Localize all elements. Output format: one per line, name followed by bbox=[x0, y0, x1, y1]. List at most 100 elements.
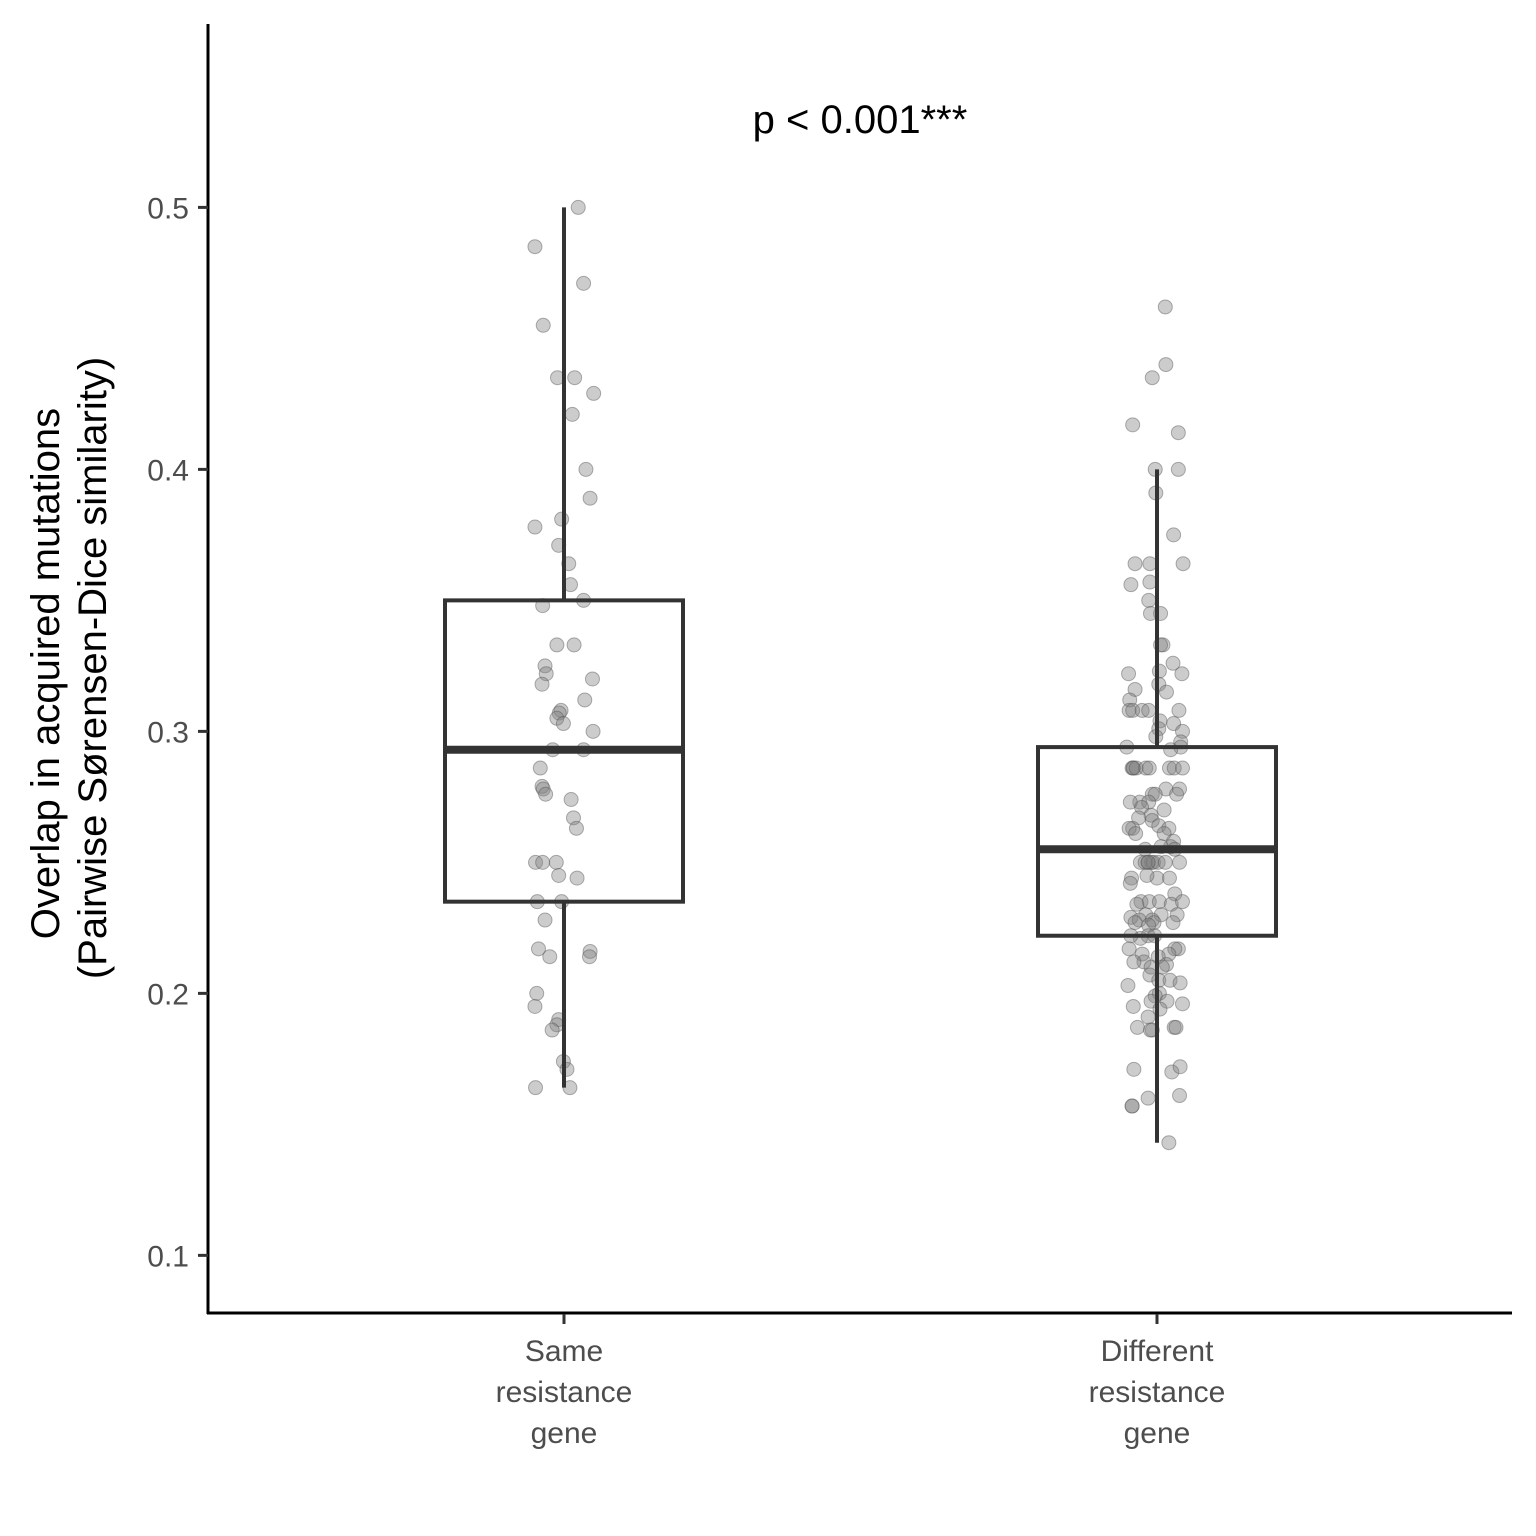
data-point bbox=[1158, 684, 1174, 700]
data-point bbox=[1126, 954, 1142, 970]
x-axis-ticks: Same resistance gene Different resistance gen… bbox=[496, 1314, 1226, 1450]
data-point bbox=[1156, 802, 1172, 818]
data-point bbox=[537, 658, 553, 674]
data-point bbox=[1128, 760, 1144, 776]
data-point bbox=[1161, 760, 1177, 776]
data-point bbox=[1121, 820, 1137, 836]
data-point bbox=[568, 820, 584, 836]
data-point bbox=[548, 854, 564, 870]
data-point bbox=[1158, 357, 1174, 373]
y-axis-ticks: 0.1 0.2 0.3 0.4 0.5 bbox=[147, 192, 208, 1273]
data-point bbox=[1170, 941, 1186, 957]
data-point bbox=[1120, 978, 1136, 994]
data-point bbox=[563, 791, 579, 807]
data-point bbox=[1144, 912, 1160, 928]
data-point bbox=[1164, 1064, 1180, 1080]
data-point bbox=[542, 949, 558, 965]
data-point bbox=[532, 760, 548, 776]
data-point bbox=[1151, 894, 1167, 910]
data-point bbox=[1153, 907, 1169, 923]
data-point bbox=[553, 702, 569, 718]
x-tick-label: Different resistance gene bbox=[1089, 1335, 1226, 1450]
data-point bbox=[1172, 1088, 1188, 1104]
data-point bbox=[1142, 574, 1158, 590]
y-tick-label: 0.3 bbox=[147, 716, 189, 749]
data-point bbox=[569, 870, 585, 886]
data-point bbox=[1151, 818, 1167, 834]
data-point bbox=[538, 666, 554, 682]
data-point bbox=[1158, 957, 1174, 973]
data-point bbox=[537, 912, 553, 928]
data-point bbox=[535, 781, 551, 797]
data-point bbox=[1170, 425, 1186, 441]
data-point bbox=[529, 985, 545, 1001]
data-point bbox=[1168, 1019, 1184, 1035]
data-point bbox=[1170, 461, 1186, 477]
data-point bbox=[1131, 912, 1147, 928]
data-point bbox=[1165, 915, 1181, 931]
data-point bbox=[1172, 1059, 1188, 1075]
data-point bbox=[527, 239, 543, 255]
data-point bbox=[582, 490, 598, 506]
y-tick-label: 0.2 bbox=[147, 978, 189, 1011]
data-point bbox=[549, 637, 565, 653]
data-point bbox=[1149, 870, 1165, 886]
data-point bbox=[1165, 655, 1181, 671]
data-point bbox=[577, 692, 593, 708]
data-point bbox=[1132, 794, 1148, 810]
data-point bbox=[1125, 702, 1141, 718]
box-group-1 bbox=[443, 207, 685, 1088]
data-point bbox=[527, 998, 543, 1014]
data-point bbox=[1124, 760, 1140, 776]
data-point bbox=[578, 461, 594, 477]
data-point bbox=[549, 710, 565, 726]
data-point bbox=[1141, 592, 1157, 608]
data-point bbox=[1122, 794, 1138, 810]
data-point bbox=[527, 519, 543, 535]
x-tick-label-line: Different bbox=[1101, 1335, 1215, 1368]
data-point bbox=[1169, 907, 1185, 923]
data-point bbox=[554, 511, 570, 527]
data-point bbox=[1134, 946, 1150, 962]
data-point bbox=[528, 854, 544, 870]
data-point bbox=[1124, 870, 1140, 886]
box-plots bbox=[443, 207, 1278, 1143]
data-point bbox=[1172, 781, 1188, 797]
data-point bbox=[1138, 907, 1154, 923]
data-point bbox=[1127, 556, 1143, 572]
data-point bbox=[585, 723, 601, 739]
data-point bbox=[1161, 820, 1177, 836]
y-tick-label: 0.4 bbox=[147, 454, 189, 487]
data-point bbox=[1145, 854, 1161, 870]
data-point bbox=[1132, 854, 1148, 870]
data-point bbox=[1121, 666, 1137, 682]
data-point bbox=[1133, 894, 1149, 910]
x-tick-label-line: gene bbox=[531, 1417, 598, 1450]
data-point bbox=[1141, 760, 1157, 776]
data-point bbox=[1125, 760, 1141, 776]
data-point bbox=[534, 676, 550, 692]
data-point bbox=[1167, 886, 1183, 902]
data-point bbox=[570, 199, 586, 215]
data-point bbox=[1140, 1090, 1156, 1106]
data-point bbox=[1171, 702, 1187, 718]
data-point bbox=[1122, 692, 1138, 708]
y-axis-title: Overlap in acquired mutations (Pairwise … bbox=[24, 357, 115, 979]
data-point bbox=[1134, 702, 1150, 718]
data-point bbox=[1144, 812, 1160, 828]
data-point bbox=[586, 385, 602, 401]
data-point bbox=[1138, 760, 1154, 776]
data-point bbox=[1141, 894, 1157, 910]
y-tick-label: 0.1 bbox=[147, 1240, 189, 1273]
data-point bbox=[1134, 799, 1150, 815]
data-point bbox=[1166, 527, 1182, 543]
data-point bbox=[1159, 993, 1175, 1009]
data-point bbox=[1126, 1061, 1142, 1077]
data-point bbox=[1125, 760, 1141, 776]
data-point bbox=[1125, 820, 1141, 836]
data-point bbox=[1144, 786, 1160, 802]
data-point bbox=[1129, 896, 1145, 912]
x-tick-label-line: resistance bbox=[1089, 1376, 1226, 1409]
data-point bbox=[538, 786, 554, 802]
